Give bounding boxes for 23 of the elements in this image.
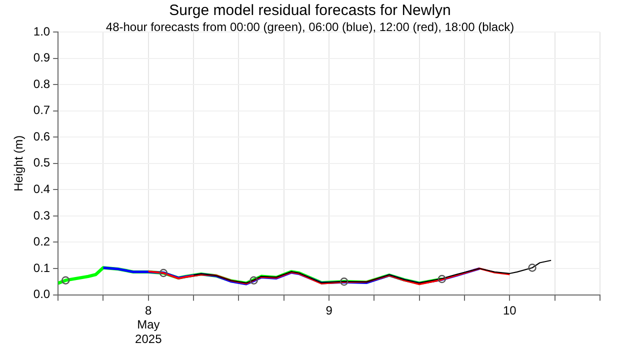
y-tick-label: 0.5 bbox=[33, 156, 50, 170]
point bbox=[62, 276, 70, 284]
chart-title: Surge model residual forecasts for Newlyn bbox=[168, 2, 452, 19]
y-tick-label: 0.3 bbox=[33, 208, 50, 222]
y-tick-label: 0.1 bbox=[33, 260, 50, 275]
y-tick-label: 0.4 bbox=[33, 182, 50, 196]
point bbox=[340, 278, 348, 286]
y-tick-label: 0.7 bbox=[33, 103, 50, 118]
y-tick-label: 0.2 bbox=[33, 234, 50, 249]
y-tick-label: 0.6 bbox=[33, 129, 50, 144]
point bbox=[528, 264, 536, 272]
x-tick-label: 9 bbox=[326, 303, 333, 318]
chart-subtitle: 48-hour forecasts from 00:00 (green), 06:00 (blue), 12:00 (red), 18:00 (black) bbox=[106, 20, 514, 34]
x-tick-label: 8 May 2025 bbox=[135, 303, 162, 346]
point bbox=[250, 276, 258, 284]
point bbox=[438, 274, 446, 284]
y-tick-label: 1.0 bbox=[33, 24, 50, 38]
point bbox=[159, 268, 168, 278]
x-tick-label: 10 bbox=[503, 303, 517, 318]
y-tick-label: 0.0 bbox=[33, 287, 50, 302]
y-tick-label: 0.8 bbox=[33, 76, 50, 91]
y-axis-title: Height (m) bbox=[12, 135, 26, 192]
y-tick-label: 0.9 bbox=[33, 50, 50, 65]
